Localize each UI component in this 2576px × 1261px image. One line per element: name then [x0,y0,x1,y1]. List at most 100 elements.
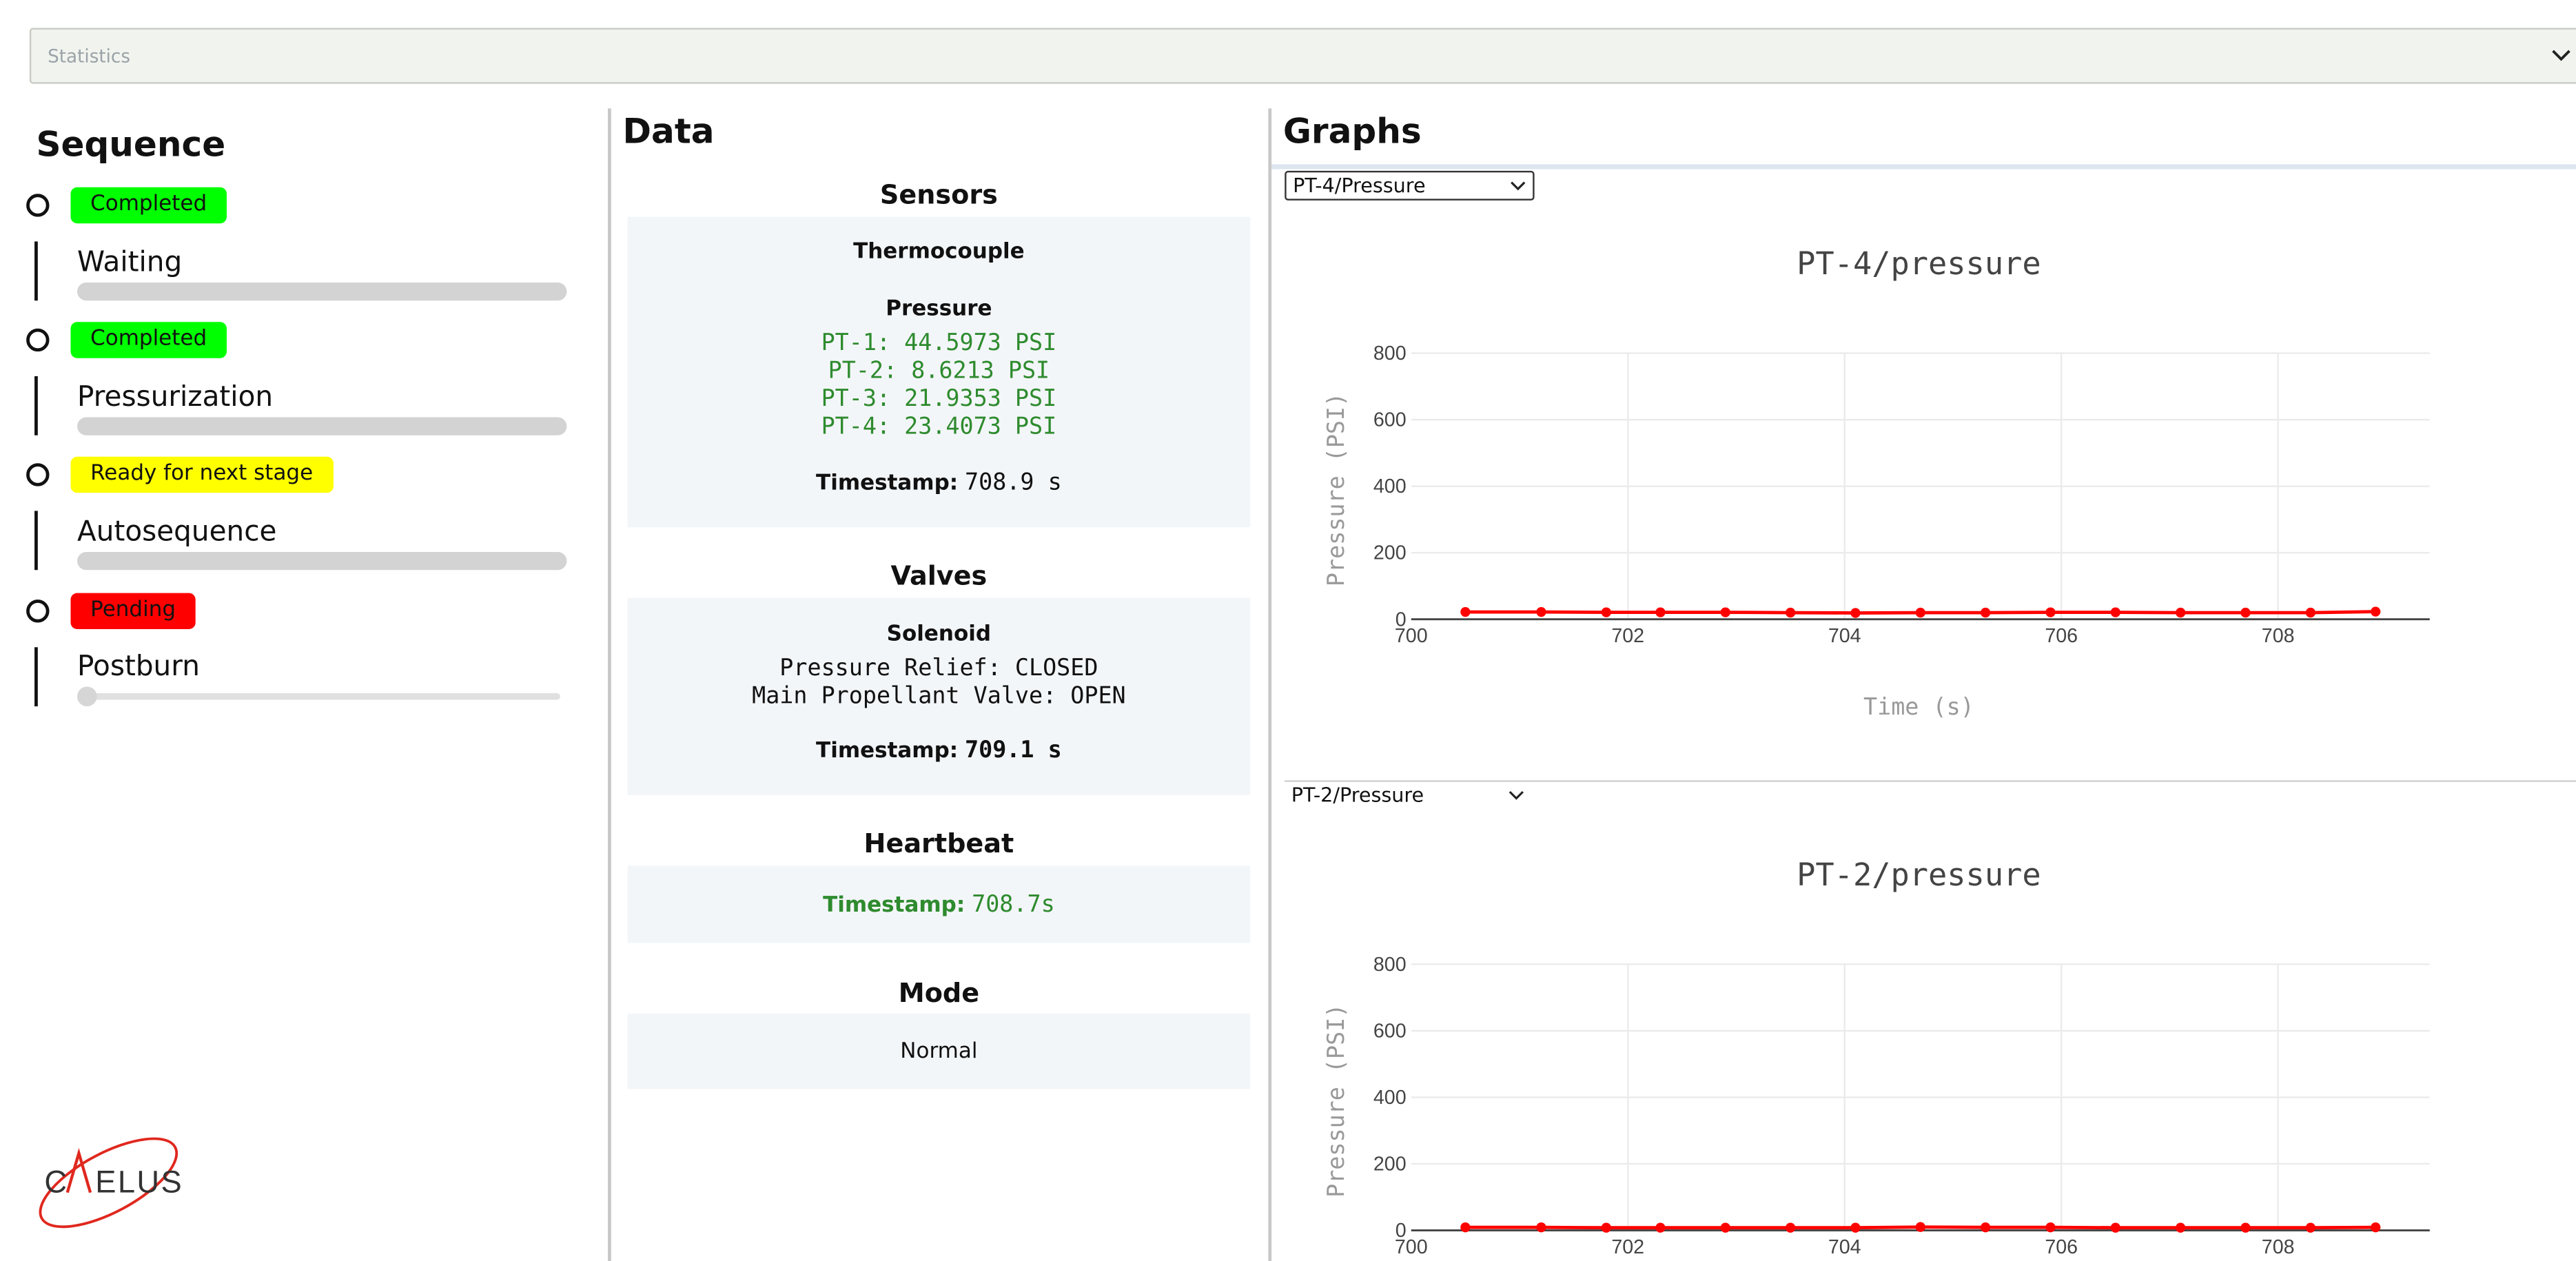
timestamp-label: Timestamp: [816,739,959,764]
x-tick-label: 704 [1828,1236,1861,1258]
stage-name-autosequence: Autosequence [77,515,277,549]
data-point [1655,607,1666,617]
mode-panel: Normal [627,1013,1251,1089]
stage-connector-line [34,647,38,707]
pressure-reading: PT-3: 21.9353 PSI [821,386,1057,413]
data-point [2045,1222,2056,1233]
graph-series-select-value: PT-2/Pressure [1291,783,1424,807]
data-point [1980,1222,1991,1233]
graph-series-select[interactable]: PT-4/Pressure [1285,170,1535,201]
data-point [1460,606,1471,617]
stage-name-pressurization: Pressurization [77,381,274,414]
data-point [2240,1222,2251,1233]
data-point [2305,607,2316,618]
sequence-title: Sequence [36,125,226,165]
y-tick-label: 200 [1373,542,1407,564]
y-tick-label: 600 [1373,409,1407,431]
y-tick-label: 0 [1396,1220,1407,1242]
sensors-timestamp: Timestamp: 708.9 s [628,470,1250,496]
pressure-chart: 0 200 400 600 800 700 702 704 706 708 [1373,342,2430,647]
x-tick-label: 700 [1395,1236,1428,1258]
status-badge: Completed [70,187,227,224]
heartbeat-panel: Timestamp: 708.7s [627,865,1251,943]
status-badge: Pending [70,593,196,630]
data-point [1460,1222,1471,1233]
heartbeat-title: Heartbeat [863,828,1014,859]
pressure-reading: PT-1: 44.5973 PSI [821,330,1057,357]
data-point [1850,608,1861,618]
data-point [2175,1222,2186,1233]
x-tick-label: 706 [2045,625,2078,647]
y-tick-label: 800 [1373,954,1407,976]
data-point [2110,607,2120,617]
heartbeat-timestamp: Timestamp: 708.7s [628,892,1250,918]
x-tick-label: 704 [1828,625,1861,647]
caelus-logo: C ELUS [39,1137,183,1229]
timestamp-label: Timestamp: [823,893,965,919]
data-point [1785,607,1796,618]
valves-title: Valves [890,560,988,592]
data-point [1785,1222,1796,1233]
data-point [1720,1222,1730,1233]
pressure-reading: PT-4: 23.4073 PSI [821,413,1057,440]
data-point [1915,1222,1925,1232]
svg-text:ELUS: ELUS [95,1165,183,1200]
stage-progress-slider-thumb[interactable] [77,686,97,707]
data-point [2175,607,2186,618]
timestamp-value: 709.1 s [965,737,1062,764]
x-tick-label: 702 [1611,1236,1644,1258]
valve-state: Pressure Relief: CLOSED [779,655,1098,682]
graph-series-select-value: PT-4/Pressure [1293,174,1426,198]
status-badge: Completed [70,322,227,358]
stage-progress-bar [77,283,567,301]
stage-indicator-circle [26,194,50,217]
valves-timestamp: Timestamp: 709.1 s [628,737,1250,763]
data-point [1601,1222,1611,1233]
data-point [1536,606,1546,617]
data-title: Data [622,112,715,152]
data-point [2371,1222,2381,1233]
sensors-title: Sensors [879,178,998,211]
status-badge: Ready for next stage [70,456,333,493]
stage-indicator-circle [26,599,50,623]
sensors-panel: Thermocouple Pressure PT-1: 44.5973 PSI … [627,216,1251,528]
valves-panel: Solenoid Pressure Relief: CLOSED Main Pr… [627,597,1251,795]
column-divider [608,108,611,1261]
data-point [1850,1222,1861,1233]
stage-indicator-circle [26,463,50,486]
chevron-down-icon [2552,50,2570,61]
stage-progress-bar [77,551,567,571]
y-tick-label: 600 [1373,1020,1407,1042]
data-point [2240,607,2251,618]
y-tick-label: 0 [1396,608,1407,630]
x-tick-label: 702 [1611,625,1644,647]
data-point [2045,607,2056,617]
data-point [1655,1222,1666,1233]
svg-text:C: C [44,1165,68,1200]
column-divider [1268,108,1272,1261]
solenoid-label: Solenoid [886,622,992,648]
chart-title: PT-4/pressure [1797,246,2041,283]
graphs-divider [1285,780,2576,782]
graph-series-select[interactable]: PT-2/Pressure [1285,782,1534,812]
data-point [2305,1222,2316,1233]
stage-progress-bar [77,417,567,435]
data-point [2371,606,2381,617]
data-point [1980,607,1991,618]
timestamp-value: 708.9 s [965,469,1062,496]
statistics-dropdown[interactable]: Statistics [29,28,2576,84]
timestamp-label: Timestamp: [816,471,959,496]
stage-name-postburn: Postburn [77,650,200,684]
mode-title: Mode [898,977,980,1009]
data-point [1536,1222,1546,1233]
stage-connector-line [34,241,38,301]
y-tick-label: 400 [1373,1087,1407,1109]
data-point [2110,1222,2120,1233]
graphs-divider [1271,164,2576,170]
mode-value: Normal [900,1040,978,1065]
x-tick-label: 708 [2262,1236,2295,1258]
x-tick-label: 700 [1395,625,1428,647]
pressure-reading: PT-2: 8.6213 PSI [828,358,1050,385]
y-tick-label: 800 [1373,342,1407,365]
